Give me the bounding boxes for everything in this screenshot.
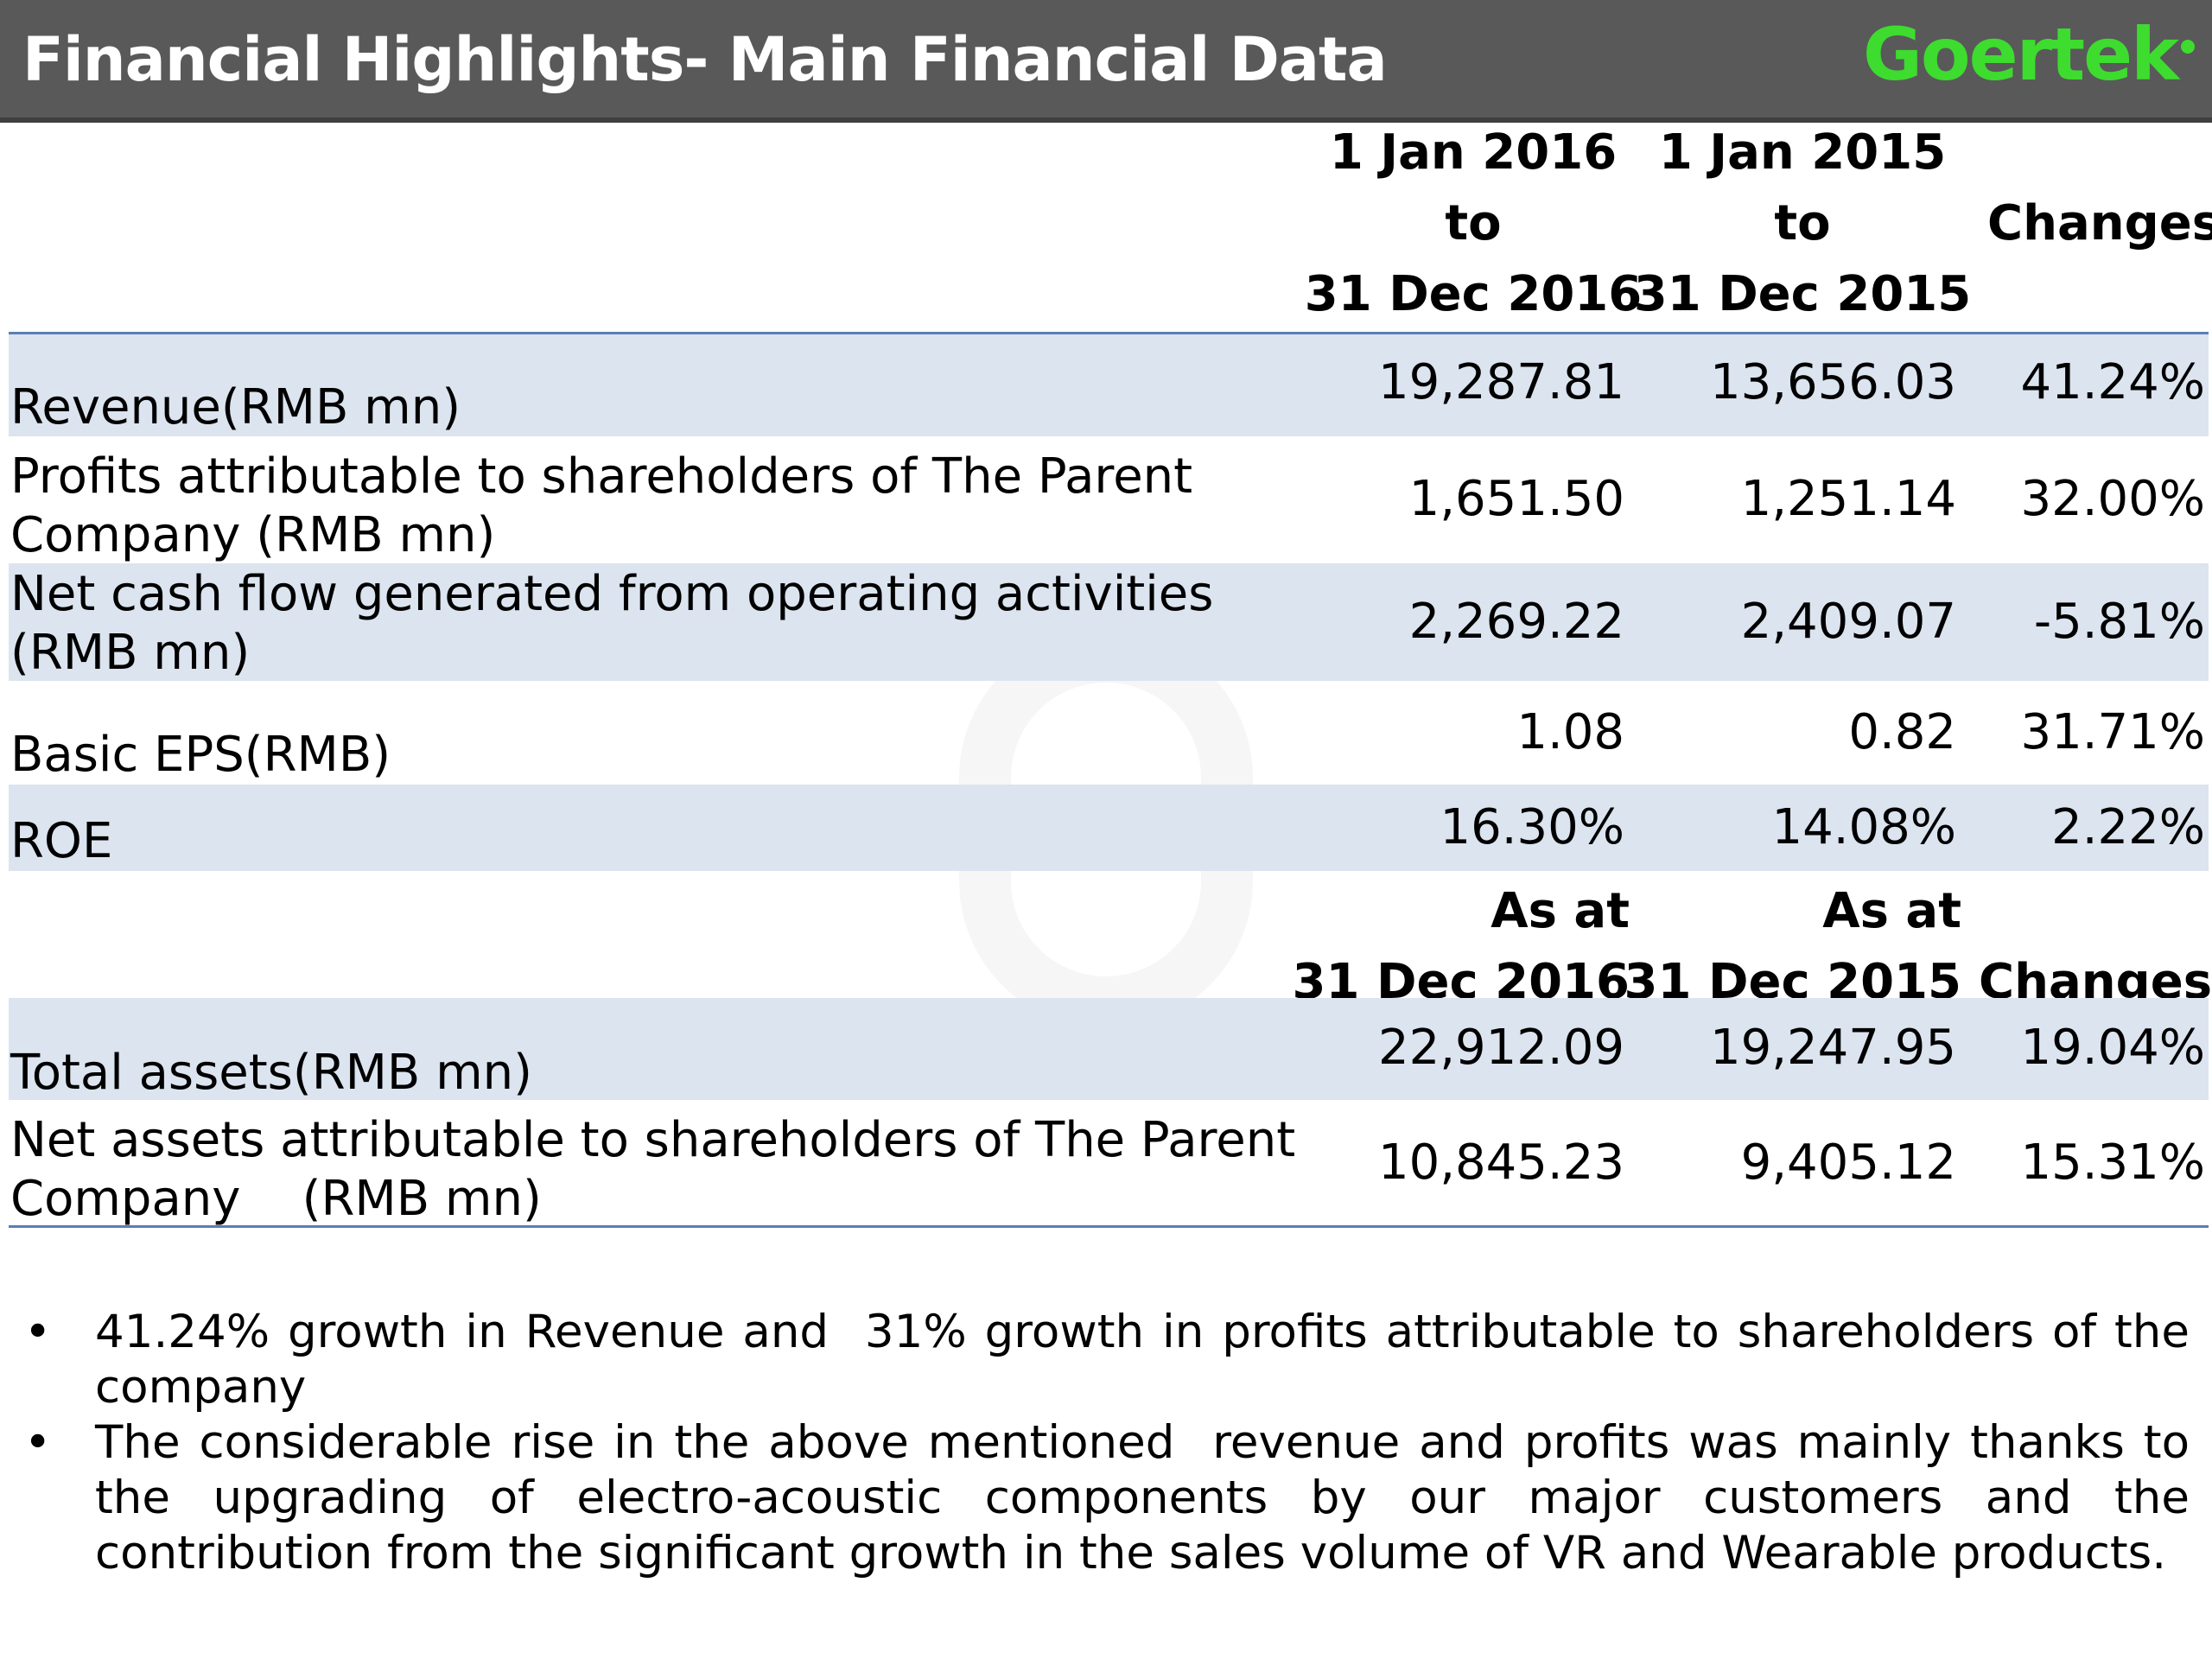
row-value-2015: 9,405.12 <box>1740 1135 1956 1191</box>
row-value-change: -5.81% <box>2033 594 2205 650</box>
row-label-net-assets-line2: Company (RMB mn) <box>10 1171 542 1227</box>
bullet-text: The considerable rise in the above menti… <box>95 1416 2204 1580</box>
table-row-band <box>9 785 2209 871</box>
bullet-marker: • <box>24 1416 52 1469</box>
row-value-2016: 2,269.22 <box>1408 594 1624 650</box>
col-header-asat-2016-line1: As at <box>1491 883 1630 939</box>
row-label-net-assets-line1: Net assets attributable to shareholders … <box>10 1112 1296 1168</box>
row-label-revenue: Revenue(RMB mn) <box>10 379 461 435</box>
row-value-change: 41.24% <box>2020 354 2205 410</box>
row-label-roe: ROE <box>10 813 113 869</box>
col-header-2015-line2: to <box>1774 195 1831 251</box>
row-value-2016: 1.08 <box>1516 704 1624 760</box>
row-value-change: 32.00% <box>2020 471 2205 527</box>
row-value-2016: 10,845.23 <box>1377 1135 1624 1191</box>
col-header-asat-2016: As at 31 Dec 2016 <box>1279 876 1630 1018</box>
bullet-item: • 41.24% growth in Revenue and 31% growt… <box>21 1305 2190 1415</box>
col-header-2015: 1 Jan 2015 to 31 Dec 2015 <box>1621 118 1984 330</box>
row-label-total-assets: Total assets(RMB mn) <box>10 1045 533 1101</box>
row-label-cashflow-line2: (RMB mn) <box>10 625 251 681</box>
row-label-profits-line1: Profits attributable to shareholders of … <box>10 448 1193 505</box>
col-header-2016-line2: to <box>1445 195 1502 251</box>
row-label-cashflow: Net cash flow generated from operating a… <box>10 565 1213 683</box>
row-value-2015: 13,656.03 <box>1709 354 1956 410</box>
row-value-2015: 2,409.07 <box>1740 594 1956 650</box>
row-label-eps: Basic EPS(RMB) <box>10 727 391 783</box>
row-value-change: 31.71% <box>2020 704 2205 760</box>
row-value-2016: 22,912.09 <box>1377 1020 1624 1076</box>
table-row-band <box>9 998 2209 1100</box>
bullet-item: • The considerable rise in the above men… <box>21 1415 2190 1581</box>
table-rule-top <box>9 332 2209 334</box>
title-bar: Financial Highlights- Main Financial Dat… <box>0 0 2212 123</box>
col-header-2015-line1: 1 Jan 2015 <box>1658 124 1947 181</box>
row-value-2016: 19,287.81 <box>1377 354 1624 410</box>
table-row-band <box>9 563 2209 681</box>
row-value-2015: 0.82 <box>1848 704 1956 760</box>
company-logo: Goertek <box>1862 12 2179 97</box>
col-header-asat-2015: As at 31 Dec 2015 <box>1616 876 1961 1018</box>
col-header-2016-line3: 31 Dec 2016 <box>1304 266 1643 322</box>
col-header-2016: 1 Jan 2016 to 31 Dec 2016 <box>1287 118 1659 330</box>
row-value-change: 19.04% <box>2020 1020 2205 1076</box>
row-label-cashflow-line1: Net cash flow generated from operating a… <box>10 566 1214 622</box>
col-header-asat-2015-line1: As at <box>1822 883 1961 939</box>
row-value-2016: 16.30% <box>1440 799 1624 855</box>
row-label-net-assets: Net assets attributable to shareholders … <box>10 1111 1295 1229</box>
col-header-2015-line3: 31 Dec 2015 <box>1633 266 1972 322</box>
row-label-profits: Profits attributable to shareholders of … <box>10 448 1192 565</box>
table-rule-bottom <box>9 1225 2209 1228</box>
row-value-2015: 1,251.14 <box>1740 471 1956 527</box>
table-row-band <box>9 334 2209 436</box>
row-value-2016: 1,651.50 <box>1408 471 1624 527</box>
summary-bullets: • 41.24% growth in Revenue and 31% growt… <box>21 1305 2190 1581</box>
bullet-marker: • <box>24 1306 52 1358</box>
col-header-2016-line1: 1 Jan 2016 <box>1329 124 1618 181</box>
col-header-changes: Changes <box>1987 195 2212 251</box>
row-value-change: 15.31% <box>2020 1135 2205 1191</box>
bullet-text: 41.24% growth in Revenue and 31% growth … <box>95 1306 2204 1414</box>
row-value-change: 2.22% <box>2051 799 2205 855</box>
row-label-profits-line2: Company (RMB mn) <box>10 507 496 563</box>
logo-dot-icon <box>2181 40 2195 54</box>
page-title: Financial Highlights- Main Financial Dat… <box>22 24 1388 95</box>
row-value-2015: 14.08% <box>1771 799 1956 855</box>
row-value-2015: 19,247.95 <box>1709 1020 1956 1076</box>
